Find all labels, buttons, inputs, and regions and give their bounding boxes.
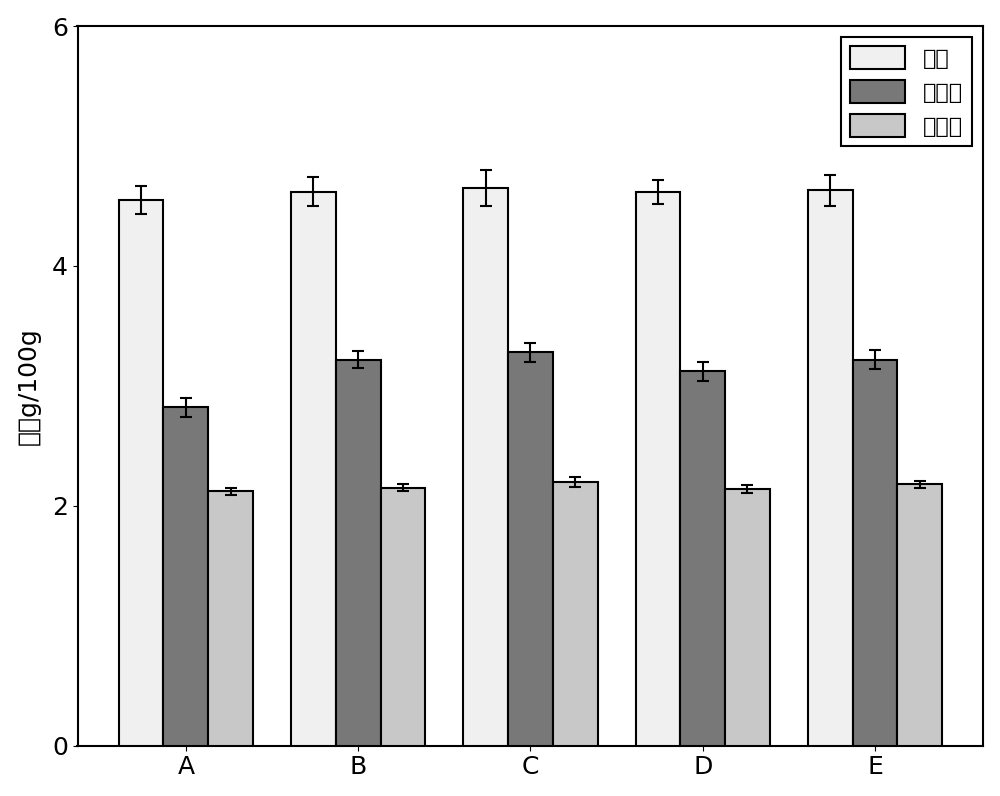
Bar bbox=[208, 491, 253, 746]
Bar bbox=[808, 190, 853, 746]
Bar bbox=[553, 482, 598, 746]
Bar bbox=[508, 353, 553, 746]
Bar bbox=[381, 488, 425, 746]
Bar bbox=[336, 360, 381, 746]
Bar bbox=[897, 484, 942, 746]
Legend: 多糖, 粗纤维, 蛋白质: 多糖, 粗纤维, 蛋白质 bbox=[841, 37, 972, 146]
Bar bbox=[463, 188, 508, 746]
Bar bbox=[636, 192, 680, 746]
Bar bbox=[853, 360, 897, 746]
Y-axis label: 含量g/100g: 含量g/100g bbox=[17, 327, 41, 445]
Bar bbox=[680, 372, 725, 746]
Bar bbox=[291, 192, 336, 746]
Bar bbox=[163, 408, 208, 746]
Bar bbox=[119, 200, 163, 746]
Bar bbox=[725, 489, 770, 746]
